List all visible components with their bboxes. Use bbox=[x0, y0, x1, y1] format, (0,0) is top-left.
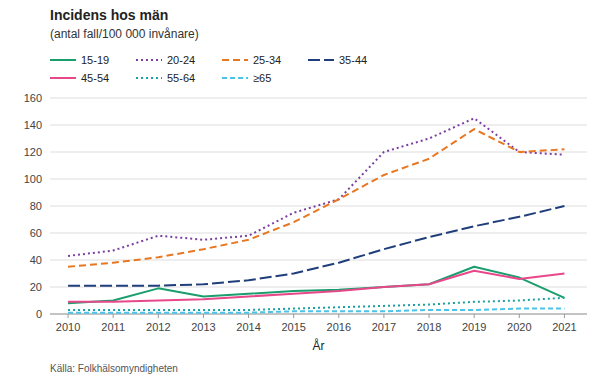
y-tick-label: 160 bbox=[24, 92, 42, 104]
x-axis-label: År bbox=[313, 338, 325, 353]
x-tick-label: 2012 bbox=[146, 321, 170, 333]
x-tick bbox=[293, 314, 294, 318]
x-tick bbox=[203, 314, 204, 318]
y-tick-label: 60 bbox=[30, 227, 42, 239]
grid bbox=[50, 98, 587, 314]
series-line bbox=[68, 298, 564, 310]
x-tick bbox=[429, 314, 430, 318]
grid-line bbox=[50, 260, 587, 261]
series-line bbox=[68, 309, 564, 313]
series-line bbox=[68, 271, 564, 302]
y-tick-label: 20 bbox=[30, 281, 42, 293]
legend-swatch bbox=[50, 59, 76, 61]
x-tick-label: 2014 bbox=[236, 321, 260, 333]
x-tick bbox=[474, 314, 475, 318]
y-tick-label: 100 bbox=[24, 173, 42, 185]
legend-label: 55-64 bbox=[167, 72, 195, 84]
x-tick-label: 2016 bbox=[327, 321, 351, 333]
legend-swatch bbox=[222, 77, 248, 79]
y-tick-label: 0 bbox=[36, 308, 42, 320]
x-tick-label: 2019 bbox=[462, 321, 486, 333]
series-line bbox=[68, 118, 564, 256]
lines bbox=[68, 118, 564, 312]
grid-line bbox=[50, 233, 587, 234]
title: Incidens hos män bbox=[50, 7, 168, 23]
subtitle: (antal fall/100 000 invånare) bbox=[50, 27, 199, 41]
grid-line bbox=[50, 314, 587, 315]
grid-line bbox=[50, 287, 587, 288]
legend-swatch bbox=[222, 59, 248, 61]
x-tick-label: 2018 bbox=[417, 321, 441, 333]
x-tick bbox=[564, 314, 565, 318]
x-tick-label: 2013 bbox=[191, 321, 215, 333]
x-tick bbox=[383, 314, 384, 318]
legend-swatch bbox=[50, 77, 76, 79]
grid-line bbox=[50, 179, 587, 180]
x-axis-line bbox=[50, 314, 587, 315]
x-tick-label: 2020 bbox=[507, 321, 531, 333]
x-tick-label: 2015 bbox=[281, 321, 305, 333]
x-tick-label: 2017 bbox=[372, 321, 396, 333]
y-tick-label: 80 bbox=[30, 200, 42, 212]
x-tick-label: 2011 bbox=[101, 321, 125, 333]
x-tick-label: 2021 bbox=[552, 321, 576, 333]
x-tick bbox=[68, 314, 69, 318]
chart: Incidens hos män (antal fall/100 000 invå… bbox=[0, 0, 605, 378]
y-tick-label: 40 bbox=[30, 254, 42, 266]
legend-label: ≥65 bbox=[253, 72, 271, 84]
legend-label: 45-54 bbox=[81, 72, 109, 84]
series-line bbox=[68, 129, 564, 267]
grid-line bbox=[50, 125, 587, 126]
legend-label: 35-44 bbox=[339, 54, 367, 66]
legend-swatch bbox=[136, 77, 162, 79]
y-tick-label: 120 bbox=[24, 146, 42, 158]
legend-label: 20-24 bbox=[167, 54, 195, 66]
y-tick-label: 140 bbox=[24, 119, 42, 131]
legend-label: 15-19 bbox=[81, 54, 109, 66]
grid-line bbox=[50, 98, 587, 99]
x-tick bbox=[338, 314, 339, 318]
x-tick bbox=[158, 314, 159, 318]
x-tick-label: 2010 bbox=[56, 321, 80, 333]
x-tick bbox=[519, 314, 520, 318]
legend-label: 25-34 bbox=[253, 54, 281, 66]
legend: 15-19 20-24 25-34 35-44 45-54 55-64 ≥65 bbox=[50, 54, 367, 84]
legend-swatch bbox=[308, 59, 334, 61]
x-tick bbox=[248, 314, 249, 318]
grid-line bbox=[50, 152, 587, 153]
legend-swatch bbox=[136, 59, 162, 61]
source-note: Källa: Folkhälsomyndigheten bbox=[50, 363, 178, 374]
x-tick bbox=[113, 314, 114, 318]
